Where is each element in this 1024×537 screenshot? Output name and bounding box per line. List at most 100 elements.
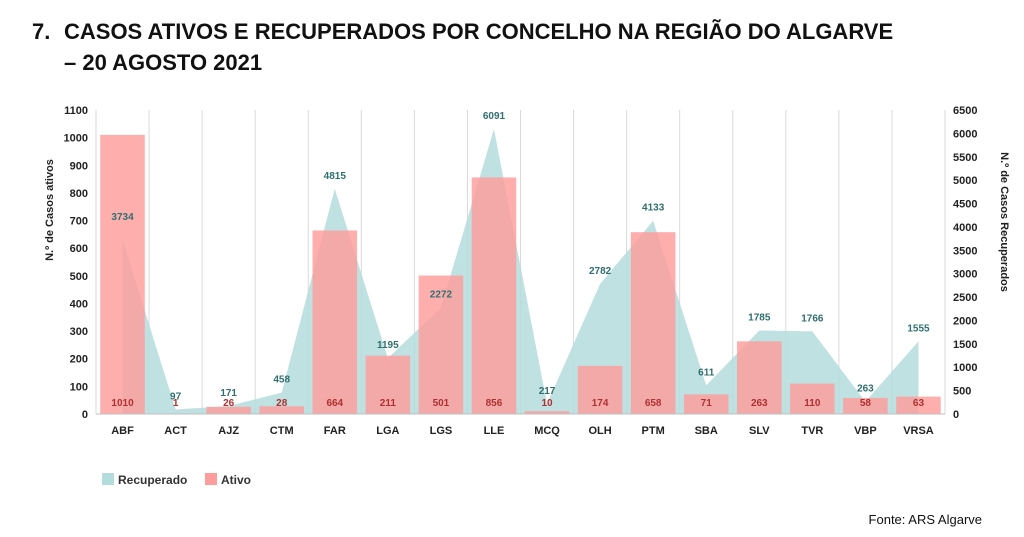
y-tick-left: 0	[82, 409, 88, 421]
bar-ativo-olh	[577, 365, 623, 414]
bar-ativo-mcq	[524, 411, 570, 414]
title-line-1: CASOS ATIVOS E RECUPERADOS POR CONCELHO …	[64, 19, 894, 44]
y-tick-left: 200	[70, 354, 88, 366]
y-tick-right: 500	[953, 386, 971, 398]
source-note: Fonte: ARS Algarve	[868, 512, 982, 527]
label-ativo-vrsa: 63	[913, 398, 925, 409]
label-recuperado-act: 97	[170, 391, 182, 402]
label-ativo-vbp: 58	[860, 398, 872, 409]
x-tick-label: OLH	[588, 425, 611, 437]
legend: Recuperado Ativo	[102, 473, 251, 487]
x-tick-label: MCQ	[534, 425, 560, 437]
y-tick-left: 1100	[64, 105, 88, 117]
bar-ativo-abf	[100, 134, 145, 414]
y-tick-left: 600	[70, 243, 88, 255]
label-recuperado-lgs: 2272	[430, 290, 453, 301]
label-recuperado-vbp: 263	[857, 384, 874, 395]
x-tick-label: VRSA	[903, 425, 934, 437]
bar-ativo-far	[312, 230, 358, 414]
bar-ativo-lgs	[418, 275, 464, 414]
x-tick-label: VBP	[854, 425, 877, 437]
x-tick-label: CTM	[270, 425, 294, 437]
x-tick-label: FAR	[324, 425, 346, 437]
y-tick-right: 5000	[953, 175, 977, 187]
bar-ativo-ajz	[206, 406, 251, 414]
x-tick-label: TVR	[801, 425, 823, 437]
label-recuperado-olh: 2782	[589, 266, 612, 277]
bar-ativo-sba	[683, 394, 729, 414]
label-recuperado-mcq: 217	[539, 386, 556, 397]
bar-ativo-vrsa	[896, 396, 941, 414]
x-tick-label: SBA	[695, 425, 718, 437]
page-title: 7. CASOS ATIVOS E RECUPERADOS POR CONCELH…	[32, 16, 1002, 78]
y-tick-right: 2500	[953, 292, 977, 304]
x-tick-label: PTM	[642, 425, 665, 437]
y-tick-left: 700	[70, 216, 88, 228]
label-recuperado-vrsa: 1555	[907, 323, 930, 334]
label-recuperado-ptm: 4133	[642, 203, 665, 214]
x-tick-label: SLV	[749, 425, 770, 437]
bar-ativo-ptm	[630, 232, 676, 414]
label-ativo-mcq: 10	[541, 398, 553, 409]
bar-ativo-slv	[736, 341, 782, 414]
label-ativo-lga: 211	[380, 398, 397, 409]
x-tick-label: LGA	[376, 425, 399, 437]
bar-ativo-lga	[365, 355, 411, 414]
label-ativo-ptm: 658	[645, 398, 662, 409]
label-recuperado-slv: 1785	[748, 313, 771, 324]
x-tick-label: ABF	[111, 425, 134, 437]
y-tick-right: 4000	[953, 222, 977, 234]
label-recuperado-abf: 3734	[111, 212, 134, 223]
x-tick-label: ACT	[164, 425, 187, 437]
legend-label-recuperado: Recuperado	[118, 473, 187, 487]
y-tick-left: 800	[70, 188, 88, 200]
y-tick-left: 500	[70, 271, 88, 283]
y-tick-right: 3000	[953, 269, 977, 281]
label-recuperado-lle: 6091	[483, 111, 506, 122]
y-tick-left: 400	[70, 298, 88, 310]
label-ativo-sba: 71	[701, 398, 713, 409]
label-recuperado-tvr: 1766	[801, 313, 824, 324]
bar-ativo-tvr	[790, 383, 835, 414]
label-recuperado-far: 4815	[324, 171, 347, 182]
label-recuperado-ctm: 458	[273, 375, 290, 386]
label-ativo-act: 1	[173, 398, 179, 409]
label-recuperado-lga: 1195	[377, 340, 399, 351]
legend-swatch-recuperado	[102, 473, 114, 485]
label-ativo-lle: 856	[486, 398, 503, 409]
x-tick-label: LLE	[484, 425, 505, 437]
y-tick-right: 6500	[953, 105, 977, 117]
y-tick-right: 6000	[953, 128, 977, 140]
y-tick-right: 3500	[953, 245, 977, 257]
y-tick-right: 2000	[953, 315, 977, 327]
label-ativo-slv: 263	[751, 398, 768, 409]
label-ativo-ajz: 26	[223, 398, 235, 409]
y-tick-right: 5500	[953, 152, 977, 164]
label-recuperado-sba: 611	[698, 367, 715, 378]
x-tick-label: AJZ	[218, 425, 239, 437]
y-tick-right: 1500	[953, 339, 977, 351]
y-tick-right: 4500	[953, 199, 977, 211]
legend-label-ativo: Ativo	[221, 473, 251, 487]
axis-layer: 0100200300400500600700800900100011000500…	[44, 105, 1010, 437]
y-axis-title-right: N.º de Casos Recuperados	[998, 152, 1010, 292]
data-label-layer: 3734 97 1 71 458 4815 1195 2272 6091 217 2782 4133 6…	[111, 111, 930, 409]
y-tick-left: 100	[70, 381, 88, 393]
y-tick-left: 1000	[64, 133, 88, 145]
y-tick-left: 300	[70, 326, 88, 338]
x-tick-label: LGS	[430, 425, 453, 437]
title-number: 7.	[32, 19, 51, 44]
title-line-2: – 20 AGOSTO 2021	[64, 50, 263, 75]
label-ativo-abf: 1010	[111, 398, 134, 409]
bar-ativo-ctm	[259, 406, 305, 414]
y-axis-title-left: N.º de Casos ativos	[44, 159, 56, 261]
label-ativo-far: 664	[326, 398, 343, 409]
label-ativo-lgs: 501	[433, 398, 450, 409]
legend-swatch-ativo	[205, 473, 217, 485]
ativo-bar-layer	[100, 134, 941, 415]
y-tick-right: 1000	[953, 362, 977, 374]
bar-ativo-lle	[471, 177, 517, 414]
label-ativo-olh: 174	[592, 398, 609, 409]
label-ativo-tvr: 110	[804, 398, 821, 409]
